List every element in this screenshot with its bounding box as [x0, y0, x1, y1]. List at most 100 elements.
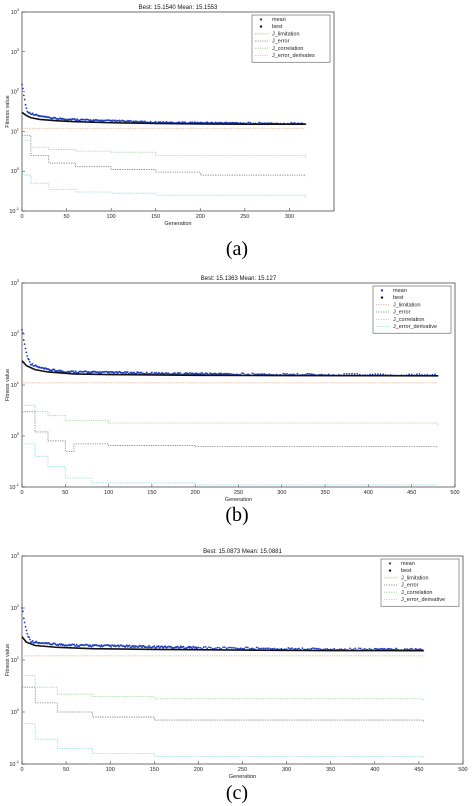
mean-point	[343, 648, 346, 651]
y-tick-label: 100	[11, 431, 20, 440]
mean-point	[130, 646, 133, 649]
mean-point	[231, 646, 233, 649]
mean-point	[241, 372, 243, 375]
y-tick-label: 103	[11, 278, 20, 287]
mean-point	[208, 646, 210, 649]
mean-point	[154, 120, 157, 123]
mean-point	[266, 647, 269, 650]
mean-point	[90, 645, 93, 648]
y-tick-exponent: -1	[15, 206, 19, 211]
mean-point	[140, 371, 143, 374]
mean-point	[359, 647, 362, 650]
mean-point	[155, 646, 157, 649]
series-j-error	[22, 411, 439, 452]
y-tick-label: 101	[11, 380, 20, 389]
mean-point	[327, 373, 330, 376]
y-tick-exponent: 0	[17, 431, 20, 436]
mean-point	[409, 648, 411, 650]
mean-point	[256, 373, 259, 376]
mean-point	[263, 373, 266, 375]
mean-point	[260, 373, 262, 376]
mean-point	[25, 351, 28, 354]
mean-point	[353, 373, 356, 375]
legend-label: J_limitation	[272, 31, 300, 37]
y-tick-exponent: 3	[17, 47, 20, 52]
mean-point	[228, 372, 231, 375]
mean-point	[178, 646, 181, 649]
mean-point	[191, 647, 194, 650]
mean-point	[259, 647, 262, 650]
mean-point	[286, 372, 288, 375]
mean-point	[209, 646, 212, 649]
legend-label: best	[393, 295, 404, 301]
mean-point	[140, 645, 142, 647]
mean-point	[294, 647, 297, 650]
mean-point	[234, 647, 237, 650]
mean-point	[31, 362, 34, 365]
mean-point	[201, 647, 203, 650]
x-tick-label: 500	[458, 767, 467, 773]
mean-point	[289, 647, 292, 650]
x-tick-label: 250	[238, 767, 247, 773]
legend-label: J_error_derivative	[401, 597, 445, 603]
mean-point	[313, 647, 316, 650]
mean-point	[155, 371, 158, 374]
mean-point	[206, 647, 209, 650]
mean-point	[128, 644, 131, 647]
x-tick-label: 250	[234, 490, 243, 496]
mean-point	[21, 332, 24, 335]
y-tick-label: 102	[11, 87, 20, 96]
mean-point	[305, 373, 307, 376]
mean-point	[199, 372, 202, 375]
y-tick-exponent: 1	[17, 380, 20, 385]
x-tick-label: 350	[321, 490, 330, 496]
y-tick-base: 10	[11, 332, 17, 338]
mean-point	[250, 647, 253, 650]
component-line	[22, 723, 424, 759]
mean-point	[22, 94, 25, 97]
mean-point	[261, 373, 264, 376]
mean-point	[408, 373, 411, 376]
y-tick-exponent: 2	[17, 329, 20, 334]
mean-point	[310, 373, 313, 376]
x-tick-label: 300	[277, 490, 286, 496]
mean-point	[202, 646, 205, 649]
mean-point	[271, 647, 274, 650]
mean-point	[232, 646, 235, 649]
y-tick-exponent: 0	[17, 166, 20, 171]
x-tick-label: 450	[414, 767, 423, 773]
mean-point	[182, 645, 185, 648]
mean-point	[117, 644, 120, 647]
y-tick-exponent: -1	[15, 482, 19, 487]
y-tick-base: 10	[11, 434, 17, 440]
legend-label: J_error	[272, 39, 290, 45]
mean-point	[324, 648, 327, 651]
legend-marker-mean	[380, 289, 384, 292]
series-j-error-derivative	[22, 443, 438, 486]
mean-point	[374, 373, 377, 375]
mean-point	[75, 643, 78, 646]
mean-point	[133, 646, 136, 649]
x-tick-label: 400	[364, 490, 373, 496]
series-mean	[21, 83, 307, 126]
x-tick-label: 50	[64, 214, 70, 220]
component-line	[22, 675, 424, 702]
mean-point	[287, 647, 290, 649]
mean-point	[31, 640, 34, 642]
mean-point	[306, 372, 309, 375]
series-best	[21, 636, 424, 652]
legend-label: best	[272, 24, 283, 30]
mean-point	[434, 373, 436, 376]
legend-marker-best	[388, 569, 392, 572]
mean-point	[109, 644, 112, 647]
mean-point	[142, 645, 145, 647]
mean-point	[28, 358, 30, 361]
x-axis-label: Generation	[229, 774, 256, 780]
legend-label: J_error_derivates	[272, 53, 315, 59]
mean-point	[326, 648, 329, 650]
mean-point	[126, 644, 128, 647]
mean-point	[225, 647, 228, 650]
